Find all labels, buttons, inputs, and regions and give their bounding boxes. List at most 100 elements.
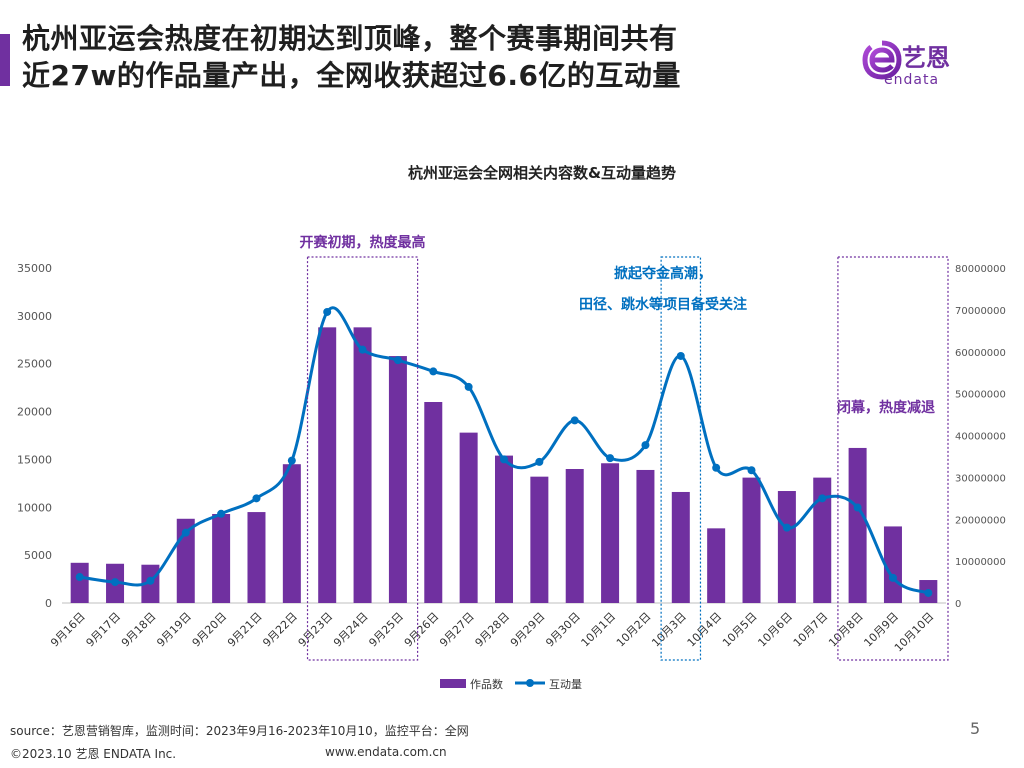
bar-works-7 <box>282 464 301 603</box>
y-right-tick-label: 60000000 <box>955 348 1006 359</box>
y-left-tick-label: 0 <box>45 597 52 610</box>
chart-title: 杭州亚运会全网相关内容数&互动量趋势 <box>408 164 676 182</box>
x-tick-label: 10月7日 <box>791 610 831 650</box>
x-tick-label: 9月25日 <box>366 610 406 650</box>
x-tick-label: 9月16日 <box>48 610 88 650</box>
x-tick-label: 10月6日 <box>755 610 795 650</box>
interaction-point-11 <box>429 367 438 376</box>
legend-label-works: 作品数 <box>470 678 503 691</box>
bar-works-15 <box>565 469 584 603</box>
bar-works-19 <box>707 528 726 603</box>
footer-url: www.endata.com.cn <box>325 745 447 759</box>
bar-works-17 <box>636 469 655 603</box>
interaction-point-15 <box>570 416 579 425</box>
bar-works-9 <box>353 327 372 603</box>
y-left-tick-label: 25000 <box>17 358 52 371</box>
footer-source: source：艺恩营销智库，监测时间：2023年9月16-2023年10月10，… <box>10 724 469 738</box>
endata-logo-icon <box>862 40 902 80</box>
y-right-tick-label: 0 <box>955 599 961 610</box>
annotation-text-1-1: 开赛初期，热度最高 <box>300 234 426 251</box>
bar-works-1 <box>70 562 89 603</box>
x-tick-label: 9月17日 <box>84 610 124 650</box>
bar-works-13 <box>495 455 513 603</box>
interaction-point-6 <box>252 494 261 503</box>
x-tick-label: 9月29日 <box>508 610 548 650</box>
interaction-point-19 <box>712 463 721 472</box>
interaction-point-9 <box>358 345 367 354</box>
bar-works-6 <box>247 512 266 603</box>
page-title: 杭州亚运会热度在初期达到顶峰，整个赛事期间共有 近27w的作品量产出，全网收获超… <box>22 20 842 94</box>
interaction-point-21 <box>782 523 791 532</box>
y-left-tick-label: 20000 <box>17 406 52 419</box>
x-tick-label: 9月28日 <box>473 610 513 650</box>
x-tick-label: 10月2日 <box>614 610 654 650</box>
interaction-point-23 <box>853 503 862 512</box>
bar-works-14 <box>530 476 549 603</box>
interaction-point-2 <box>111 578 120 587</box>
interaction-point-14 <box>535 457 544 466</box>
interaction-point-13 <box>500 455 508 464</box>
annotation-text-3-1: 闭幕，热度减退 <box>837 399 935 416</box>
interaction-point-7 <box>287 456 296 465</box>
bar-works-5 <box>212 513 231 603</box>
footer-copyright: ©2023.10 艺恩 ENDATA Inc. <box>10 747 177 761</box>
interaction-point-12 <box>464 382 473 391</box>
x-tick-label: 9月20日 <box>190 610 230 650</box>
x-tick-label: 10月4日 <box>685 610 725 650</box>
y-right-tick-label: 50000000 <box>955 390 1006 401</box>
bar-works-18 <box>671 491 690 603</box>
x-tick-label: 10月1日 <box>579 610 619 650</box>
interaction-point-10 <box>393 356 402 365</box>
y-right-tick-label: 10000000 <box>955 557 1006 568</box>
annotation-box-2 <box>660 256 702 661</box>
y-right-tick-label: 20000000 <box>955 515 1006 526</box>
interaction-point-4 <box>181 528 190 537</box>
interaction-point-16 <box>606 454 615 463</box>
bar-works-20 <box>742 477 761 603</box>
interaction-point-22 <box>818 494 827 503</box>
endata-logo: 艺恩 endata <box>862 40 1002 90</box>
x-tick-label: 10月3日 <box>649 610 689 650</box>
bar-works-22 <box>813 477 832 603</box>
y-left-tick-label: 5000 <box>24 549 52 562</box>
annotation-box-1 <box>306 256 419 661</box>
bar-works-21 <box>777 491 796 603</box>
bar-works-11 <box>424 402 443 603</box>
x-tick-label: 9月23日 <box>296 610 336 650</box>
annotation-box-3 <box>837 256 949 661</box>
bar-works-23 <box>848 447 867 603</box>
interaction-point-18 <box>676 351 685 360</box>
legend-swatch-works <box>440 679 466 688</box>
bar-works-12 <box>459 432 478 603</box>
y-right-tick-label: 80000000 <box>955 264 1006 275</box>
page-title-line-1: 杭州亚运会热度在初期达到顶峰，整个赛事期间共有 <box>22 22 678 55</box>
logo-text-cn: 艺恩 <box>902 44 950 72</box>
x-tick-label: 9月19日 <box>154 610 194 650</box>
x-tick-label: 10月8日 <box>826 610 866 650</box>
interaction-point-1 <box>75 573 84 582</box>
x-tick-label: 9月24日 <box>331 610 371 650</box>
title-accent-bar <box>0 34 10 86</box>
trend-chart: 杭州亚运会全网相关内容数&互动量趋势 0 5000 10000 15000 20000 25… <box>17 164 1006 691</box>
y-left-tick-label: 35000 <box>17 262 52 275</box>
bar-works-10 <box>388 356 407 603</box>
bar-works-8 <box>318 327 337 603</box>
x-tick-label: 9月21日 <box>225 610 265 650</box>
interaction-point-8 <box>323 307 332 316</box>
legend-label-interaction: 互动量 <box>549 678 582 691</box>
page-number: 5 <box>970 719 981 738</box>
x-tick-label: 9月27日 <box>437 610 477 650</box>
y-left-tick-label: 10000 <box>17 501 52 514</box>
interaction-point-20 <box>747 466 756 475</box>
page-title-line-2: 近27w的作品量产出，全网收获超过6.6亿的互动量 <box>22 59 681 92</box>
x-tick-label: 9月18日 <box>119 610 159 650</box>
x-tick-label: 9月26日 <box>402 610 442 650</box>
legend-swatch-point <box>526 679 534 687</box>
y-right-tick-label: 70000000 <box>955 306 1006 317</box>
logo-text-en: endata <box>884 72 940 88</box>
y-left-tick-label: 30000 <box>17 310 52 323</box>
y-right-tick-label: 40000000 <box>955 432 1006 443</box>
annotation-text-2-1: 掀起夺金高潮， <box>614 265 712 282</box>
interaction-point-25 <box>924 588 933 597</box>
interaction-point-5 <box>217 509 226 518</box>
